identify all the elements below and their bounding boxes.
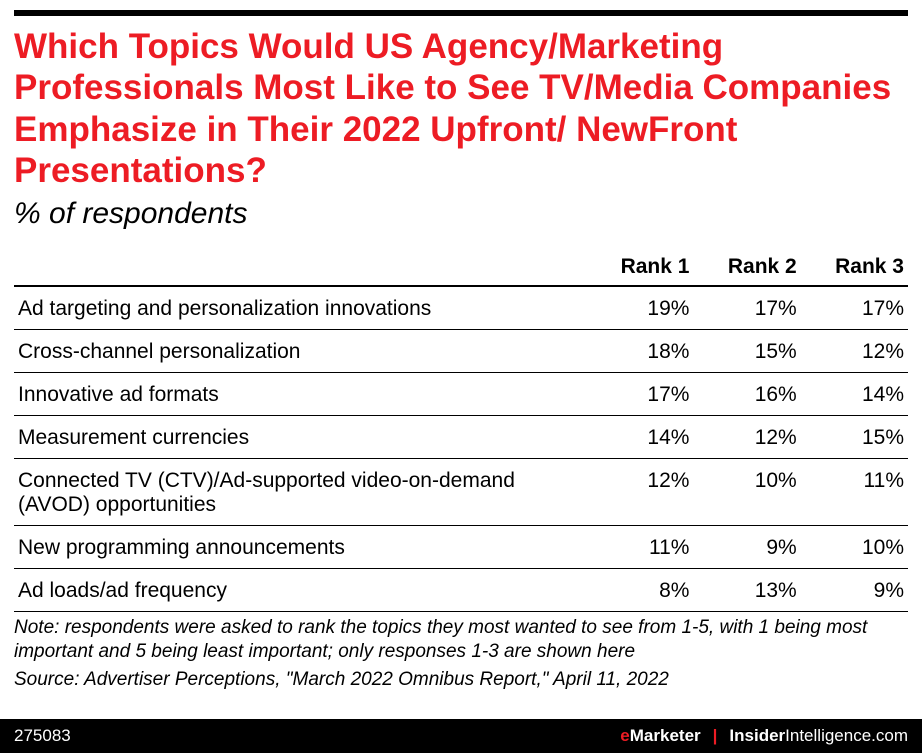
col-header-label	[14, 247, 577, 286]
brand-e-prefix: e	[620, 726, 629, 745]
chart-id: 275083	[14, 726, 71, 746]
row-rank1: 19%	[577, 286, 693, 330]
table-row: Cross-channel personalization18%15%12%	[14, 330, 908, 373]
col-header-rank1: Rank 1	[577, 247, 693, 286]
row-rank1: 18%	[577, 330, 693, 373]
row-rank2: 17%	[693, 286, 800, 330]
table-row: Connected TV (CTV)/Ad-supported video-on…	[14, 459, 908, 526]
row-rank1: 17%	[577, 373, 693, 416]
row-rank1: 11%	[577, 526, 693, 569]
row-rank3: 17%	[801, 286, 908, 330]
row-rank1: 14%	[577, 416, 693, 459]
chart-subtitle: % of respondents	[14, 197, 908, 231]
row-rank1: 8%	[577, 569, 693, 612]
brand-separator: |	[713, 726, 718, 746]
row-rank3: 14%	[801, 373, 908, 416]
brand-insider-bold: Insider	[729, 726, 785, 745]
table-row: Innovative ad formats17%16%14%	[14, 373, 908, 416]
row-rank2: 9%	[693, 526, 800, 569]
row-rank2: 10%	[693, 459, 800, 526]
footer-branding: eMarketer | InsiderIntelligence.com	[620, 726, 908, 746]
row-rank3: 15%	[801, 416, 908, 459]
source-text: Source: Advertiser Perceptions, "March 2…	[14, 668, 908, 692]
chart-title: Which Topics Would US Agency/Marketing P…	[14, 26, 908, 191]
top-rule	[14, 10, 908, 16]
row-label: Connected TV (CTV)/Ad-supported video-on…	[14, 459, 577, 526]
chart-container: Which Topics Would US Agency/Marketing P…	[0, 0, 922, 753]
row-label: New programming announcements	[14, 526, 577, 569]
row-label: Cross-channel personalization	[14, 330, 577, 373]
row-rank3: 9%	[801, 569, 908, 612]
brand-e-rest: Marketer	[630, 726, 701, 745]
row-rank3: 12%	[801, 330, 908, 373]
row-rank2: 16%	[693, 373, 800, 416]
table-row: Ad loads/ad frequency8%13%9%	[14, 569, 908, 612]
data-table: Rank 1 Rank 2 Rank 3 Ad targeting and pe…	[14, 247, 908, 612]
row-rank2: 15%	[693, 330, 800, 373]
row-rank3: 11%	[801, 459, 908, 526]
row-label: Innovative ad formats	[14, 373, 577, 416]
brand-insider-rest: Intelligence.com	[785, 726, 908, 745]
row-rank3: 10%	[801, 526, 908, 569]
row-rank2: 13%	[693, 569, 800, 612]
col-header-rank2: Rank 2	[693, 247, 800, 286]
brand-emarketer: eMarketer	[620, 726, 700, 746]
table-row: Measurement currencies14%12%15%	[14, 416, 908, 459]
row-label: Ad loads/ad frequency	[14, 569, 577, 612]
table-row: New programming announcements11%9%10%	[14, 526, 908, 569]
note-text: Note: respondents were asked to rank the…	[14, 616, 908, 664]
table-row: Ad targeting and personalization innovat…	[14, 286, 908, 330]
brand-insider: InsiderIntelligence.com	[729, 726, 908, 746]
col-header-rank3: Rank 3	[801, 247, 908, 286]
row-label: Measurement currencies	[14, 416, 577, 459]
table-header-row: Rank 1 Rank 2 Rank 3	[14, 247, 908, 286]
row-rank2: 12%	[693, 416, 800, 459]
row-rank1: 12%	[577, 459, 693, 526]
footer-bar: 275083 eMarketer | InsiderIntelligence.c…	[0, 719, 922, 753]
row-label: Ad targeting and personalization innovat…	[14, 286, 577, 330]
